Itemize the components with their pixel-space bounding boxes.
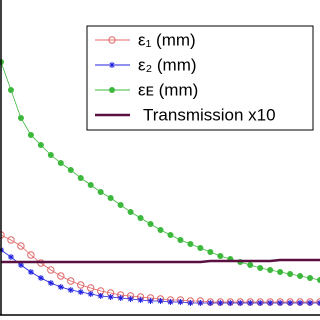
marker: [67, 167, 74, 173]
marker: [77, 281, 85, 289]
marker: [57, 272, 65, 280]
marker: [217, 253, 224, 259]
marker: [277, 269, 284, 275]
marker: [197, 245, 204, 251]
marker: [47, 152, 54, 158]
marker: [137, 215, 144, 221]
plot-area: [0, 59, 320, 306]
marker: [197, 300, 204, 306]
legend-label: ε₂ (mm): [138, 55, 197, 74]
legend-marker: [108, 36, 116, 44]
legend-label: εᴇ (mm): [138, 80, 198, 99]
marker: [7, 236, 15, 244]
marker: [77, 175, 84, 181]
marker: [17, 262, 24, 268]
marker: [17, 115, 24, 121]
marker: [217, 300, 224, 306]
marker: [297, 273, 304, 279]
marker: [77, 289, 84, 295]
series-line: [0, 249, 320, 304]
marker: [57, 160, 64, 166]
marker: [37, 275, 44, 281]
marker: [127, 209, 134, 215]
legend-box: [86, 25, 314, 131]
marker: [287, 300, 294, 306]
marker: [167, 299, 174, 305]
marker: [167, 232, 174, 238]
marker: [207, 249, 214, 255]
marker: [7, 254, 14, 260]
marker: [67, 277, 75, 285]
legend-label: ε₁ (mm): [138, 30, 196, 49]
marker: [7, 87, 14, 93]
marker: [317, 277, 320, 283]
marker: [287, 271, 294, 277]
marker: [177, 237, 184, 243]
marker: [157, 298, 164, 304]
marker: [187, 300, 194, 306]
marker: [307, 275, 314, 281]
marker: [297, 300, 304, 306]
marker: [57, 284, 64, 290]
marker: [47, 266, 55, 274]
marker: [247, 300, 254, 306]
marker: [267, 300, 274, 306]
marker: [187, 241, 194, 247]
marker: [237, 300, 244, 306]
marker: [207, 300, 214, 306]
marker: [47, 280, 54, 286]
marker: [97, 293, 104, 299]
marker: [117, 202, 124, 208]
marker: [107, 294, 114, 300]
marker: [267, 267, 274, 273]
marker: [227, 300, 234, 306]
marker: [277, 300, 284, 306]
legend-marker: [109, 87, 115, 93]
marker: [87, 291, 94, 297]
marker: [137, 297, 144, 303]
marker: [117, 295, 124, 301]
legend-label: Transmission x10: [143, 105, 276, 124]
marker: [27, 132, 34, 138]
marker: [87, 182, 94, 188]
marker: [157, 227, 164, 233]
marker: [147, 221, 154, 227]
marker: [37, 142, 44, 148]
marker: [257, 265, 264, 271]
marker: [177, 299, 184, 305]
marker: [127, 296, 134, 302]
marker: [307, 300, 314, 306]
marker: [27, 251, 35, 259]
legend-marker: [109, 62, 115, 68]
marker: [67, 287, 74, 293]
series-line: [1, 258, 320, 264]
marker: [147, 298, 154, 304]
marker: [17, 242, 25, 250]
marker: [97, 189, 104, 195]
marker: [247, 262, 254, 268]
marker: [107, 195, 114, 201]
marker: [257, 300, 264, 306]
marker: [27, 269, 34, 275]
